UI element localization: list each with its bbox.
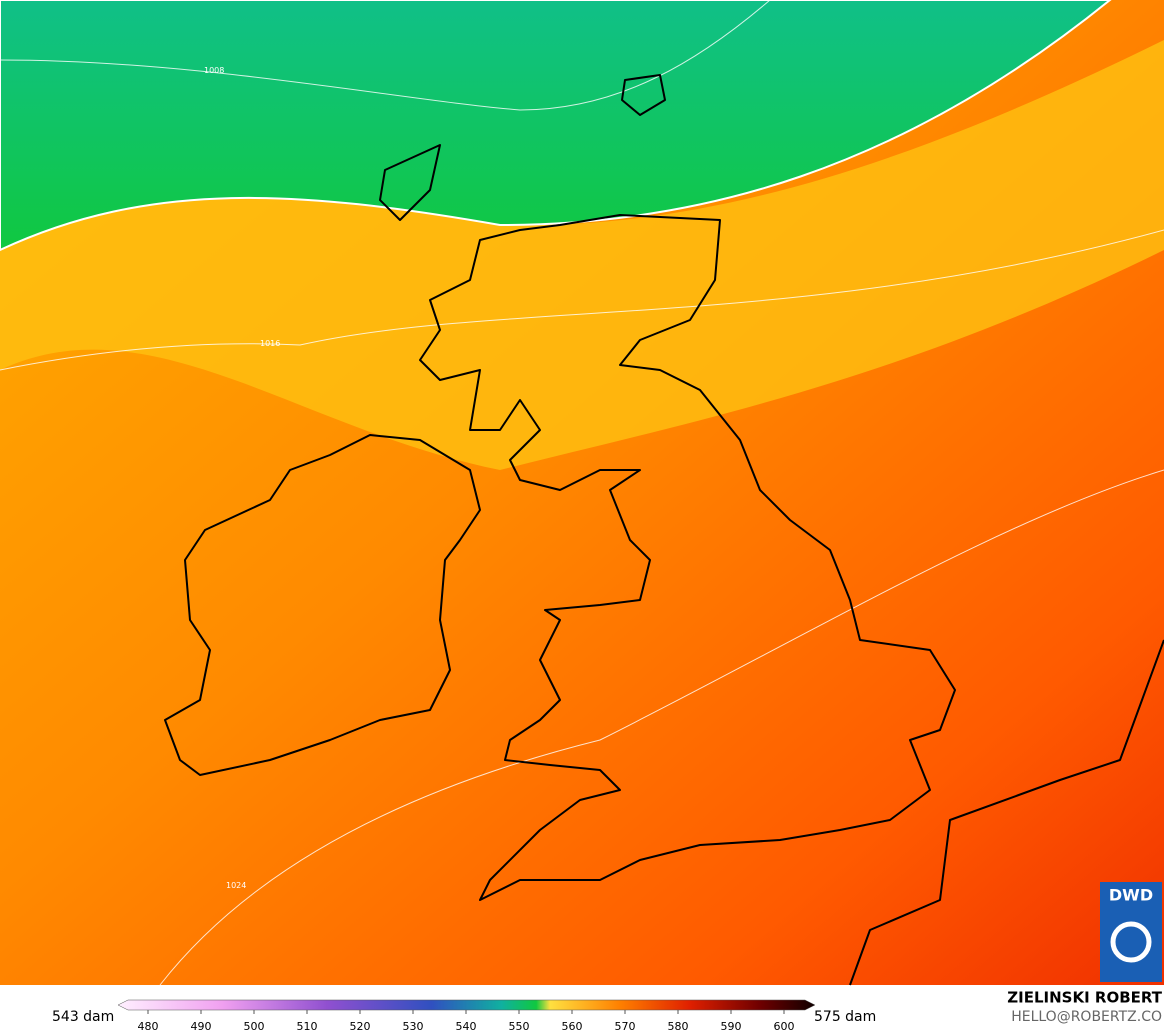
colorbar-tick-label: 520: [350, 1020, 371, 1033]
logo-text: DWD: [1109, 886, 1153, 905]
colorbar-tick-label: 540: [456, 1020, 477, 1033]
credit-email: HELLO@ROBERTZ.CO: [1011, 1009, 1162, 1025]
colorbar-tick-label: 490: [191, 1020, 212, 1033]
map-area: 1008 1016 1024 DWD: [0, 0, 1164, 986]
credit-name: ZIELINSKI ROBERT: [1007, 989, 1162, 1007]
coastline-ireland: [164, 434, 481, 776]
coastline-continent: [849, 639, 1164, 986]
colorbar-max-label: 575 dam: [814, 1009, 876, 1025]
colorbar-tick-label: 560: [562, 1020, 583, 1033]
colorbar-tick-label: 500: [244, 1020, 265, 1033]
logo-box: [1100, 882, 1162, 982]
logo-icon: [1110, 921, 1152, 963]
colorbar: 543 dam 575 dam: [52, 999, 876, 1025]
colorbar-tick-label: 580: [668, 1020, 689, 1033]
colorbar-strip: [117, 999, 816, 1011]
colorbar-min-label: 543 dam: [52, 1009, 114, 1025]
isobar-line: [0, 0, 771, 111]
colorbar-tick-label: 480: [138, 1020, 159, 1033]
isobar-label: 1024: [226, 881, 246, 890]
colorbar-tick-label: 550: [509, 1020, 530, 1033]
coastline-gb: [419, 214, 956, 901]
isobar-line: [159, 469, 1164, 986]
isobar-label: 1016: [260, 339, 280, 348]
colorbar-tick-label: 510: [297, 1020, 318, 1033]
isobar-label: 1008: [204, 66, 224, 75]
isobar-line: [0, 229, 1164, 371]
coastline-orkney: [621, 74, 666, 116]
field-cold: [0, 0, 1112, 252]
colorbar-tick-label: 600: [774, 1020, 795, 1033]
field-band: [0, 40, 1164, 470]
colorbar-tick-label: 530: [403, 1020, 424, 1033]
colorbar-tick-label: 570: [615, 1020, 636, 1033]
coastline-hebrides: [379, 144, 441, 221]
colorbar-tick-label: 590: [721, 1020, 742, 1033]
